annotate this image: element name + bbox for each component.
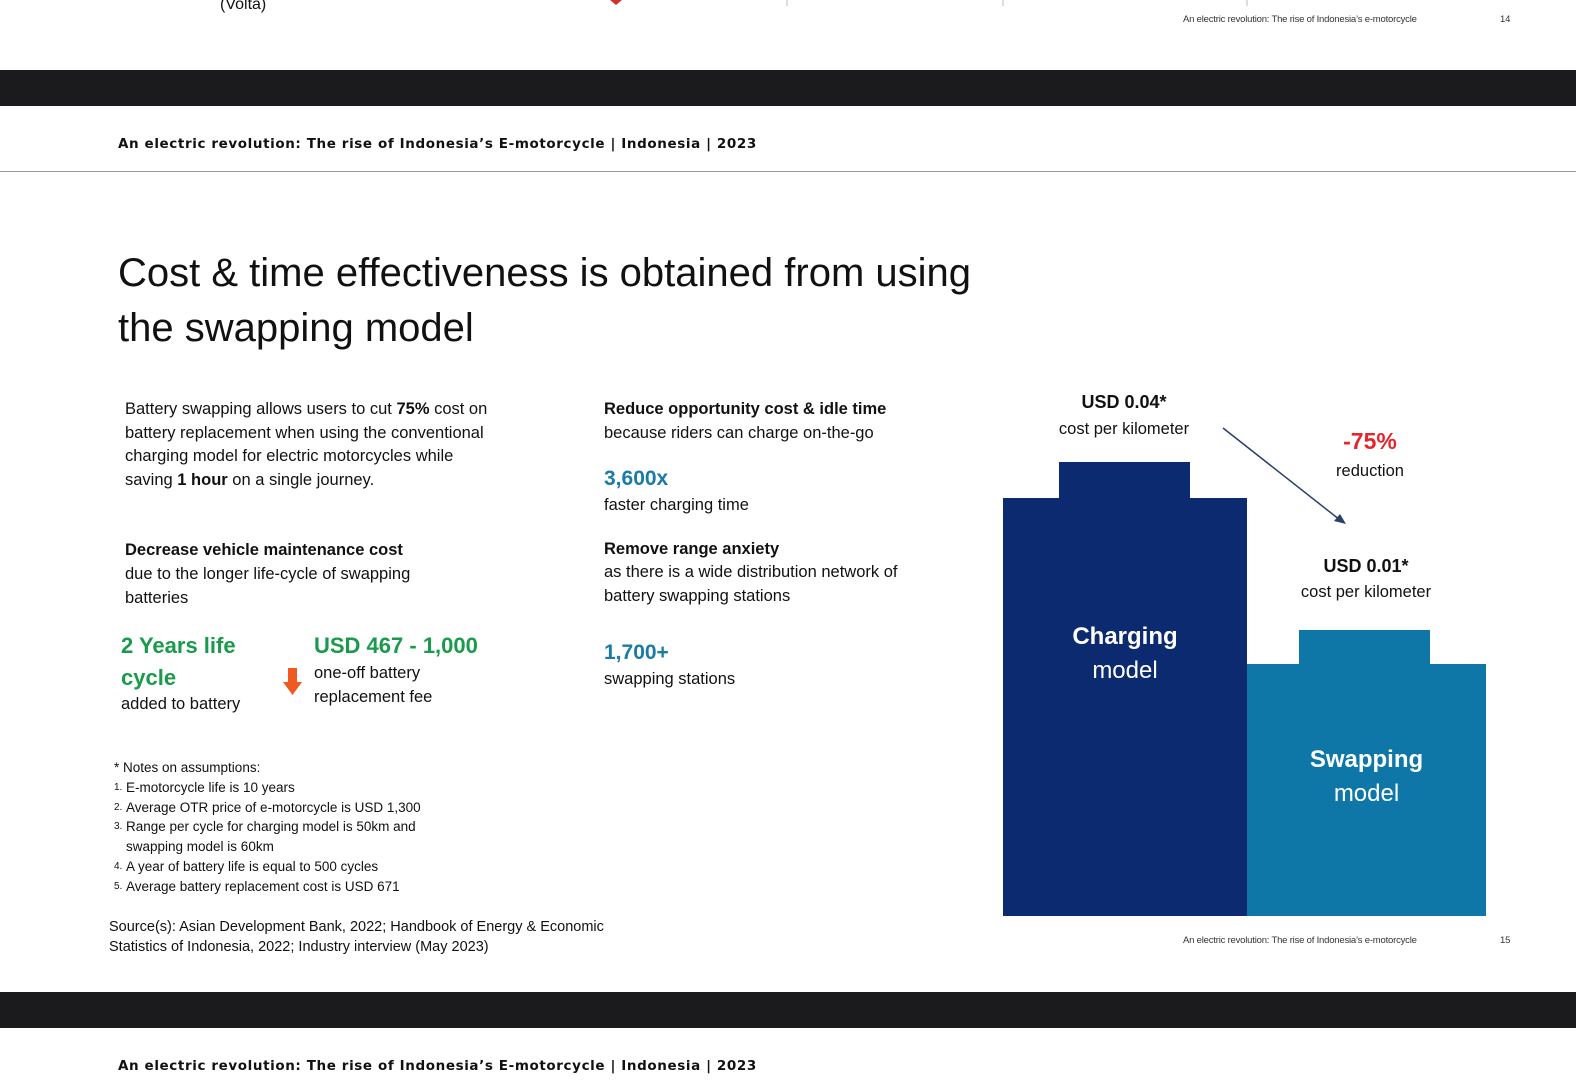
stat-text: faster charging time bbox=[604, 496, 749, 514]
title-line: the swapping model bbox=[118, 306, 474, 350]
stat-value: 1,700+ bbox=[604, 641, 669, 664]
text: Average OTR price of e-motorcycle is USD… bbox=[126, 799, 421, 815]
heading: Reduce opportunity cost & idle time bbox=[604, 400, 887, 418]
label-line: model bbox=[1333, 780, 1400, 807]
swapping-battery bbox=[1247, 664, 1486, 916]
note: 2. Average OTR price of e-motorcycle is U… bbox=[114, 798, 454, 818]
text-run: Battery swapping allows users to cut bbox=[125, 400, 397, 418]
stat-text: added to battery bbox=[121, 695, 241, 713]
marker: 1. bbox=[114, 782, 123, 793]
arrow-head bbox=[1334, 514, 1346, 524]
arrow bbox=[283, 668, 302, 695]
intro: Battery swapping allows users to cut 75%… bbox=[125, 398, 495, 492]
title-line: Cost & time effectiveness is obtained fr… bbox=[118, 251, 972, 295]
slide-title: Cost & time effectiveness is obtained fr… bbox=[118, 246, 971, 356]
notes-heading: * Notes on assumptions: bbox=[114, 760, 261, 775]
page-number: 14 bbox=[1500, 14, 1511, 25]
battery-cap bbox=[1059, 462, 1190, 500]
label-line: Charging bbox=[1072, 623, 1178, 650]
text: Average battery replacement cost is USD … bbox=[126, 878, 400, 894]
text-run: 75% bbox=[396, 400, 430, 418]
text-run: 1 hour bbox=[177, 470, 228, 489]
heading: Remove range anxiety bbox=[604, 540, 780, 558]
model-label: Charging model bbox=[1003, 620, 1247, 688]
header-rule bbox=[0, 171, 1576, 172]
text: because riders can charge on-the-go bbox=[604, 424, 874, 442]
cost-value: USD 0.04* bbox=[1081, 392, 1167, 412]
note: 4. A year of battery life is equal to 500… bbox=[114, 857, 454, 877]
text: Range per cycle for charging model is 50… bbox=[126, 819, 416, 855]
marker: 5. bbox=[114, 880, 123, 892]
stat-value: USD 467 - 1,000 bbox=[314, 633, 478, 658]
note: 5. Average battery replacement cost is US… bbox=[114, 877, 454, 897]
text: E-motorcycle life is 10 years bbox=[126, 780, 295, 795]
stat-value: 3,600x bbox=[604, 467, 669, 490]
page-break bbox=[0, 992, 1576, 1028]
text-run: on a single journey. bbox=[227, 470, 375, 489]
text: A year of battery life is equal to 500 c… bbox=[126, 858, 379, 874]
cost-unit: cost per kilometer bbox=[1058, 420, 1190, 438]
down-arrow-icon bbox=[283, 668, 302, 695]
battery-graphic bbox=[1003, 427, 1486, 916]
page-break bbox=[0, 70, 1576, 106]
label-line: model bbox=[1092, 657, 1158, 684]
text: as there is a wide distribution network … bbox=[604, 563, 898, 605]
text-run: cost on battery replacement when using t… bbox=[125, 400, 488, 489]
cost-value: USD 0.01* bbox=[1323, 556, 1409, 576]
cost-unit: cost per kilometer bbox=[1300, 583, 1432, 601]
charging-battery bbox=[1003, 498, 1247, 916]
running-header: An electric revolution: The rise of Indo… bbox=[118, 136, 757, 152]
table-remnant bbox=[610, 0, 1248, 6]
page-footer: An electric revolution: The rise of Indo… bbox=[1183, 935, 1417, 946]
note: 3. Range per cycle for charging model is … bbox=[114, 817, 454, 856]
text: due to the longer life-cycle of swapping… bbox=[125, 565, 411, 607]
notes-list: 1. E-motorcycle life is 10 years 2. Averag… bbox=[114, 778, 454, 896]
marker bbox=[610, 0, 622, 5]
stat-text: swapping stations bbox=[604, 670, 736, 688]
source: Source(s): Asian Development Bank, 2022;… bbox=[109, 919, 604, 955]
model-label: Swapping model bbox=[1247, 743, 1486, 811]
stat-text: one-off battery replacement fee bbox=[314, 664, 433, 706]
page-footer: An electric revolution: The rise of Indo… bbox=[1183, 14, 1417, 25]
trend-arrow bbox=[1222, 427, 1341, 521]
stat-value: 2 Years life cycle bbox=[121, 633, 236, 690]
marker: 2. bbox=[114, 801, 123, 813]
marker: 4. bbox=[114, 860, 123, 872]
heading: Decrease vehicle maintenance cost bbox=[125, 541, 403, 559]
running-header: An electric revolution: The rise of Indo… bbox=[118, 1058, 757, 1074]
page-number: 15 bbox=[1500, 935, 1511, 946]
table-fragment: (Volta) bbox=[220, 0, 267, 13]
change-value: -75% bbox=[1343, 428, 1397, 454]
battery-cap bbox=[1299, 630, 1430, 666]
label-line: Swapping bbox=[1309, 746, 1424, 773]
change-text: reduction bbox=[1336, 462, 1404, 480]
marker: 3. bbox=[114, 821, 123, 833]
note: 1. E-motorcycle life is 10 years bbox=[114, 778, 454, 798]
